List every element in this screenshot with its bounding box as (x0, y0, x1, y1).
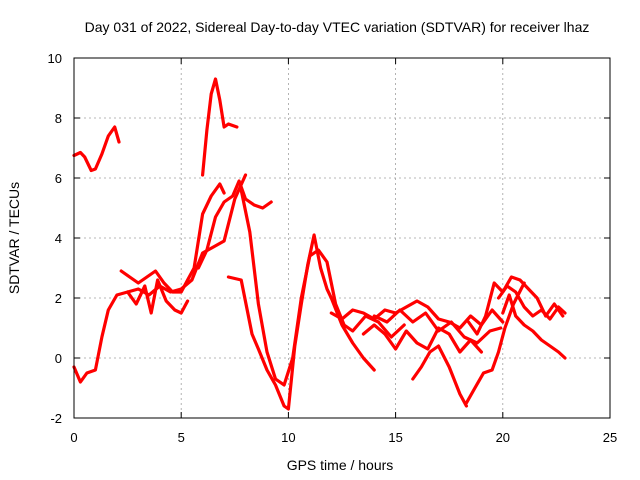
x-tick-label: 20 (496, 430, 510, 445)
series-arc-dip-main (226, 233, 376, 411)
series-arc-midday-plateau (196, 179, 273, 270)
y-tick-label: 0 (55, 351, 62, 366)
grid-layer (74, 58, 610, 418)
series-arc-morning-wiggle (125, 278, 190, 315)
x-tick-label: 0 (70, 430, 77, 445)
y-tick-label: -2 (50, 411, 62, 426)
x-tick-label: 25 (603, 430, 617, 445)
series-arc-dip-secondary (239, 188, 406, 387)
series-arc-peak-nine (201, 77, 239, 177)
y-tick-label: 10 (48, 51, 62, 66)
tick-layer: 0 5 10 15 20 25 -2 0 2 4 6 8 10 (48, 51, 618, 445)
y-tick-label: 8 (55, 111, 62, 126)
x-axis-label: GPS time / hours (287, 457, 394, 473)
y-tick-label: 6 (55, 171, 62, 186)
y-tick-label: 4 (55, 231, 62, 246)
series-arc-afternoon-cross (372, 308, 503, 345)
chart-title: Day 031 of 2022, Sidereal Day-to-day VTE… (85, 19, 590, 35)
series-arc-morning-upper (119, 182, 226, 294)
x-tick-label: 10 (281, 430, 295, 445)
series-arc-evening-loop (466, 275, 565, 336)
series-arc-afternoon-upper (329, 299, 505, 330)
series-arc-early-high (72, 125, 121, 173)
series-arc-evening-upper (496, 284, 567, 321)
y-tick-label: 2 (55, 291, 62, 306)
series-layer (72, 77, 567, 411)
y-axis-label: SDTVAR / TECUs (6, 182, 22, 294)
series-arc-morning-base (72, 173, 248, 384)
x-tick-label: 5 (178, 430, 185, 445)
series-arc-late-drop (411, 344, 468, 408)
series-arc-afternoon-lower (361, 323, 483, 354)
series-arc-evening-tail (501, 293, 567, 360)
x-tick-label: 15 (388, 430, 402, 445)
